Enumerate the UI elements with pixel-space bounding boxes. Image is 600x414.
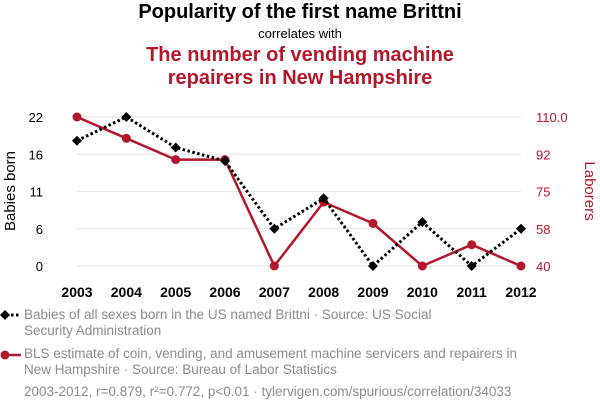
- data-point-laborers: [121, 133, 131, 143]
- right-tick-label: 58: [536, 222, 550, 237]
- data-point-babies: [318, 193, 329, 204]
- left-tick-label: 11: [30, 185, 44, 200]
- data-point-laborers: [417, 261, 427, 271]
- data-point-laborers: [467, 240, 477, 250]
- series-line-laborers: [76, 115, 522, 268]
- x-tick-label: 2005: [160, 284, 191, 300]
- legend-item-laborers: BLS estimate of coin, vending, and amuse…: [24, 346, 584, 378]
- x-tick-label: 2009: [357, 284, 388, 300]
- legend-item-laborers-line1: BLS estimate of coin, vending, and amuse…: [24, 346, 518, 361]
- right-axis: 110.0 92 75 58 40: [536, 110, 568, 274]
- data-point-laborers: [516, 261, 526, 271]
- left-axis: 22 16 11 6 0: [29, 110, 43, 274]
- data-point-babies: [466, 261, 477, 271]
- data-point-babies: [516, 223, 526, 234]
- data-point-babies: [417, 216, 428, 227]
- legend-item-laborers-line2: New Hampshire · Source: Bureau of Labor …: [24, 362, 337, 377]
- chart-title-secondary-line1: The number of vending machine: [146, 44, 454, 66]
- y-axis-label-left: Babies born: [2, 151, 19, 231]
- y-axis-label-right: Laborers: [581, 161, 598, 220]
- data-point-laborers: [72, 112, 82, 122]
- series-line-babies: [76, 115, 522, 268]
- legend-marker-babies: [0, 310, 10, 320]
- chart-title-secondary: The number of vending machine repairers …: [0, 44, 600, 90]
- chart-subtitle: correlates with: [258, 26, 342, 41]
- footer-stats: 2003-2012, r=0.879, r²=0.772, p<0.01 · t…: [24, 384, 512, 399]
- chart-title: Popularity of the first name Brittni: [138, 1, 462, 23]
- data-point-laborers: [171, 155, 181, 165]
- x-tick-label: 2012: [505, 284, 536, 300]
- legend-marker-laborers: [0, 350, 10, 360]
- series-layer: [72, 112, 526, 271]
- data-point-laborers: [368, 218, 378, 228]
- x-tick-label: 2006: [209, 284, 240, 300]
- legend-markers: [0, 310, 21, 360]
- chart-title-secondary-line2: repairers in New Hampshire: [167, 67, 433, 89]
- right-tick-label: 75: [536, 185, 550, 200]
- left-tick-label: 6: [36, 222, 43, 237]
- data-point-laborers: [269, 261, 279, 271]
- x-tick-label: 2010: [407, 284, 438, 300]
- x-tick-label: 2003: [61, 284, 92, 300]
- data-point-babies: [220, 156, 230, 167]
- right-tick-label: 92: [536, 147, 550, 162]
- legend-item-babies: Babies of all sexes born in the US named…: [24, 307, 584, 339]
- x-tick-label: 2011: [456, 284, 487, 300]
- left-tick-label: 22: [29, 110, 43, 125]
- x-axis: 2003 2004 2005 2006 2007 2008 2009 2010 2011 2012: [61, 284, 536, 300]
- legend-item-babies-line2: Security Administration: [24, 323, 162, 338]
- x-tick-label: 2007: [259, 284, 290, 300]
- left-tick-label: 16: [29, 147, 43, 162]
- grid-lines: [77, 116, 521, 267]
- right-tick-label: 110.0: [536, 110, 568, 125]
- legend-item-babies-line1: Babies of all sexes born in the US named…: [24, 307, 432, 322]
- data-point-babies: [269, 223, 280, 234]
- data-point-babies: [121, 112, 132, 122]
- x-tick-label: 2004: [111, 284, 142, 300]
- right-tick-label: 40: [536, 259, 550, 274]
- left-tick-label: 0: [36, 259, 43, 274]
- x-tick-label: 2008: [308, 284, 339, 300]
- data-point-babies: [368, 261, 378, 271]
- data-point-babies: [72, 135, 82, 146]
- data-point-babies: [170, 142, 181, 153]
